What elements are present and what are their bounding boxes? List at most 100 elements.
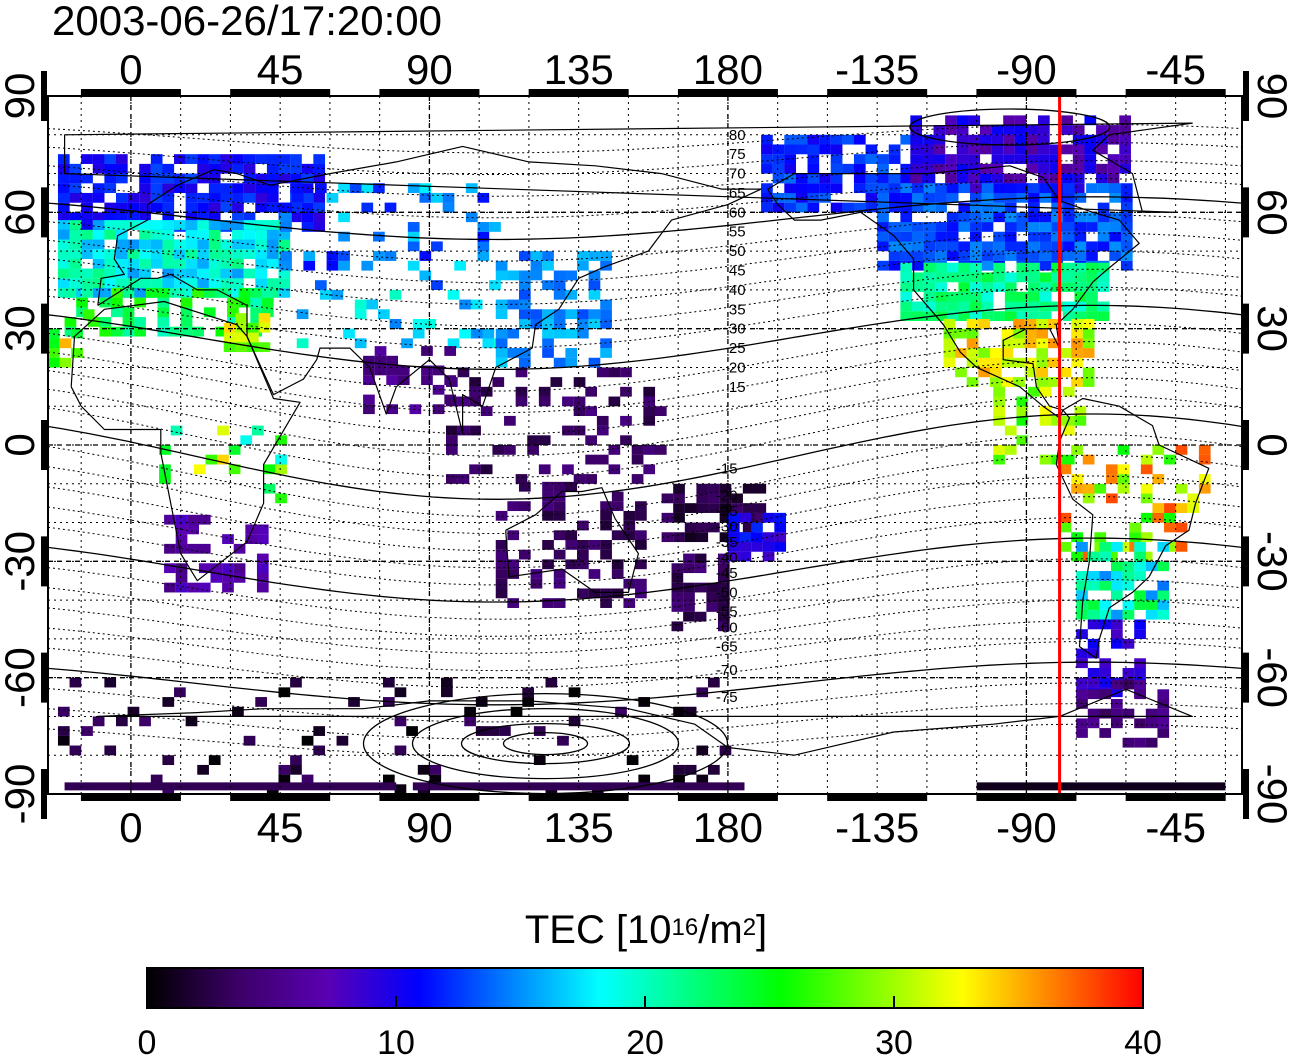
- tec-cell: [134, 297, 146, 308]
- tec-cell: [1097, 202, 1110, 213]
- tec-cell: [553, 270, 566, 281]
- tec-cell: [1099, 689, 1112, 700]
- tec-cell: [1134, 590, 1146, 601]
- magnetic-pole-south: [502, 731, 589, 756]
- tec-cell: [1016, 396, 1029, 407]
- tec-cell: [441, 677, 453, 688]
- tec-cell: [865, 202, 878, 213]
- tec-cell: [1157, 689, 1170, 700]
- contour-label-north: 55: [729, 224, 746, 241]
- tec-cell: [139, 173, 151, 184]
- tec-cell: [1145, 718, 1158, 729]
- tec-cell: [993, 282, 1005, 292]
- tec-cell: [853, 134, 866, 145]
- tec-cell: [1003, 134, 1015, 145]
- tec-cell: [981, 291, 994, 302]
- contour-label-north: 60: [729, 204, 746, 221]
- tec-cell: [1145, 600, 1158, 610]
- tec-cell: [1086, 262, 1098, 273]
- tec-cell: [432, 404, 445, 415]
- tec-cell: [865, 154, 878, 164]
- tec-cell: [290, 677, 302, 688]
- tec-cell: [57, 278, 70, 289]
- tec-cell: [180, 297, 193, 308]
- tec-cell: [275, 464, 287, 475]
- lat-label-left: 0: [0, 433, 43, 456]
- tec-cell: [545, 677, 558, 688]
- tec-cell: [696, 522, 709, 533]
- tec-cell: [696, 745, 709, 756]
- tec-cell: [1198, 445, 1211, 455]
- tec-cell: [1076, 541, 1088, 552]
- tec-cell: [762, 551, 775, 562]
- tec-cell: [386, 355, 398, 366]
- tec-cell: [185, 192, 198, 203]
- tec-cell: [739, 541, 752, 552]
- tec-cell: [989, 348, 1002, 358]
- tec-cell: [1039, 454, 1052, 465]
- tec-cell: [1082, 483, 1095, 494]
- tec-cell: [266, 154, 279, 164]
- tec-cell: [232, 192, 244, 203]
- tec-cell: [1038, 154, 1050, 164]
- tec-cell: [935, 183, 947, 194]
- tec-cell: [1074, 192, 1087, 203]
- tec-cell: [958, 262, 971, 273]
- tec-cell: [386, 375, 398, 385]
- tec-cell: [208, 755, 221, 766]
- tec-cell: [507, 530, 520, 541]
- tec-cell: [256, 582, 269, 593]
- tec-cell: [911, 202, 924, 213]
- tec-cell: [727, 512, 740, 523]
- tec-cell: [533, 755, 546, 766]
- tec-cell: [921, 154, 934, 164]
- tec-cell: [1109, 241, 1122, 252]
- tec-cell: [1062, 262, 1075, 273]
- tec-cell: [807, 163, 820, 174]
- tec-cell: [588, 357, 601, 368]
- tec-cell: [588, 540, 601, 550]
- tec-cell: [1094, 532, 1107, 543]
- tec-cell: [877, 183, 889, 194]
- tec-cell: [708, 483, 720, 494]
- contour-label-north: 30: [729, 321, 746, 338]
- tec-cell: [1109, 222, 1122, 232]
- tec-cell: [562, 425, 574, 436]
- tec-cell: [198, 514, 211, 525]
- tec-cell: [596, 454, 609, 465]
- tec-cell: [382, 677, 395, 688]
- tec-cell: [731, 493, 743, 504]
- tec-cell: [588, 309, 601, 320]
- tec-cell: [81, 239, 93, 250]
- tec-cell: [784, 154, 796, 164]
- tec-cell: [911, 282, 924, 292]
- tec-cell: [57, 726, 70, 736]
- tec-cell: [363, 375, 375, 385]
- tec-cell: [255, 229, 267, 240]
- tec-cell: [966, 357, 979, 368]
- tec-cell: [888, 183, 901, 194]
- contour-label-south: -30: [716, 518, 738, 535]
- tec-cell: [278, 278, 291, 289]
- tec-cell: [87, 317, 100, 327]
- tec-cell: [1087, 718, 1100, 729]
- tec-cell: [542, 309, 554, 320]
- tec-cell: [243, 192, 256, 203]
- tec-cell: [1107, 154, 1120, 164]
- tec-cell: [127, 268, 140, 279]
- tec-cell: [1074, 212, 1087, 223]
- tec-cell: [694, 563, 707, 574]
- tec-cell: [946, 291, 959, 302]
- tec-cell: [261, 307, 274, 318]
- tec-cell: [923, 262, 936, 273]
- tec-cell: [313, 163, 326, 174]
- lon-label-top: 135: [544, 46, 614, 93]
- tec-cell: [935, 272, 947, 283]
- tec-cell: [81, 192, 93, 203]
- tec-cell: [139, 287, 151, 298]
- tec-cell: [1039, 212, 1052, 223]
- coastline: [97, 688, 1193, 756]
- tec-cell: [187, 543, 199, 554]
- tec-cell: [991, 173, 1004, 184]
- tec-cell: [626, 755, 639, 766]
